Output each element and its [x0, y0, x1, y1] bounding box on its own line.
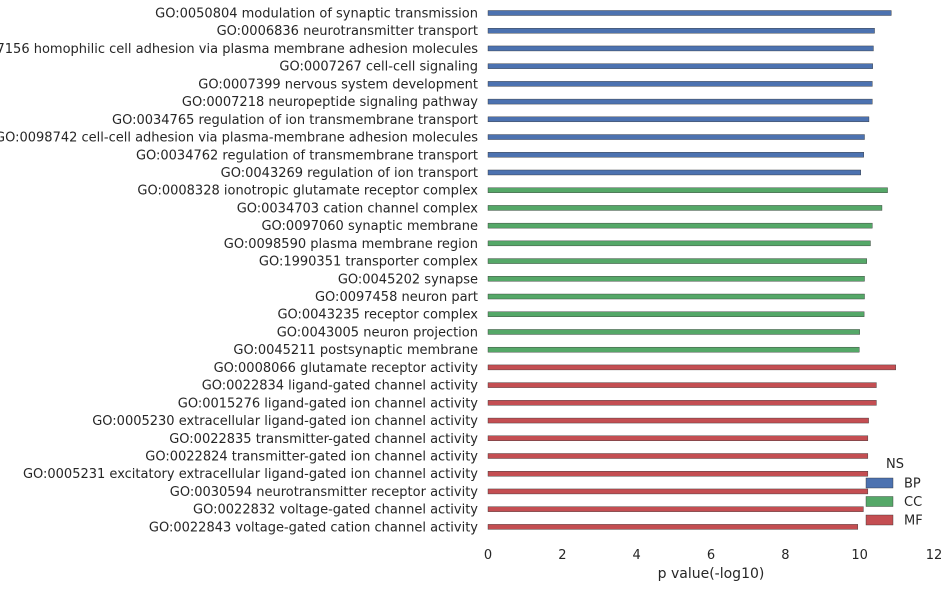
- bar-cc: [487, 276, 865, 282]
- bars-group: [487, 10, 896, 530]
- bar-cc: [487, 329, 860, 335]
- category-label: GO:0034765 regulation of ion transmembra…: [112, 113, 478, 128]
- bar-bp: [487, 45, 874, 52]
- bar-mf: [487, 364, 896, 371]
- legend-swatch-mf: [865, 514, 894, 526]
- bar-cc: [487, 240, 871, 247]
- legend-swatch-bp: [865, 477, 894, 489]
- x-tick-label: 0: [484, 548, 492, 563]
- bar-cc: [487, 187, 888, 193]
- category-label: GO:0098742 cell-cell adhesion via plasma…: [0, 131, 478, 146]
- category-label: GO:0006836 neurotransmitter transport: [217, 24, 478, 39]
- legend-title: NS: [886, 457, 904, 472]
- x-axis-label: p value(-log10): [658, 566, 765, 582]
- bar-bp: [487, 98, 873, 105]
- category-label: GO:0022832 voltage-gated channel activit…: [193, 503, 478, 518]
- bar-mf: [487, 506, 864, 512]
- bar-mf: [487, 471, 869, 477]
- bar-cc: [487, 293, 865, 300]
- x-tick-label: 12: [926, 548, 943, 563]
- bar-bp: [487, 63, 873, 69]
- category-label: GO:0097060 synaptic membrane: [261, 219, 478, 234]
- bar-cc: [487, 311, 865, 317]
- category-label: GO:0022834 ligand-gated channel activity: [202, 379, 479, 394]
- legend-swatch-cc: [865, 496, 894, 507]
- category-label: GO:0007218 neuropeptide signaling pathwa…: [182, 95, 478, 110]
- category-label: GO:0098590 plasma membrane region: [224, 237, 478, 252]
- x-ticks-group: 0 2 4 6 8 10 12: [484, 548, 942, 563]
- bar-bp: [487, 169, 861, 176]
- x-tick-label: 4: [633, 548, 641, 563]
- category-label: GO:0045211 postsynaptic membrane: [233, 343, 478, 358]
- bar-bp: [487, 10, 892, 16]
- category-label: GO:0015276 ligand-gated ion channel acti…: [178, 396, 479, 411]
- bar-cc: [487, 222, 873, 229]
- category-label: GO:0005231 excitatory extracellular liga…: [23, 467, 478, 482]
- category-label: GO:0045202 synapse: [338, 272, 478, 287]
- bar-mf: [487, 435, 869, 441]
- bar-bp: [487, 81, 873, 87]
- x-tick-label: 2: [558, 548, 566, 563]
- category-label: GO:0030594 neurotransmitter receptor act…: [170, 485, 479, 500]
- bar-bp: [487, 134, 865, 140]
- legend-label-bp: BP: [904, 477, 921, 492]
- category-label: GO:0043269 regulation of ion transport: [221, 166, 478, 181]
- category-label: GO:0043005 neuron projection: [277, 325, 478, 340]
- bar-mf: [487, 524, 859, 530]
- bar-bp: [487, 28, 875, 34]
- bar-bp: [487, 116, 870, 123]
- category-label: GO:0008066 glutamate receptor activity: [214, 361, 479, 376]
- bar-cc: [487, 258, 867, 264]
- bar-cc: [487, 346, 860, 353]
- bar-mf: [487, 488, 869, 495]
- category-label: GO:0005230 extracellular ligand-gated io…: [92, 414, 478, 429]
- bar-cc: [487, 205, 883, 211]
- category-label: GO:0034703 cation channel complex: [237, 201, 479, 216]
- category-label: GO:1990351 transporter complex: [259, 255, 478, 270]
- category-label: GO:0034762 regulation of transmembrane t…: [136, 148, 478, 163]
- bar-mf: [487, 382, 877, 388]
- category-label: GO:0050804 modulation of synaptic transm…: [155, 7, 478, 22]
- x-tick-label: 10: [851, 548, 868, 563]
- x-tick-label: 6: [707, 548, 715, 563]
- bar-mf: [487, 417, 869, 424]
- bar-mf: [487, 453, 869, 459]
- legend-label-mf: MF: [904, 514, 923, 529]
- category-label: GO:0097458 neuron part: [315, 290, 478, 305]
- legend-label-cc: CC: [904, 495, 922, 510]
- category-label: GO:0022835 transmitter-gated channel act…: [169, 432, 478, 447]
- x-tick-label: 8: [781, 548, 789, 563]
- category-label: GO:0007399 nervous system development: [198, 77, 478, 92]
- category-label: GO:0007156 homophilic cell adhesion via …: [0, 42, 478, 57]
- category-label: GO:0022843 voltage-gated cation channel …: [149, 520, 478, 535]
- category-label: GO:0022824 transmitter-gated ion channel…: [145, 450, 478, 465]
- category-label: GO:0043235 receptor complex: [277, 308, 478, 323]
- bar-bp: [487, 152, 864, 158]
- category-label: GO:0007267 cell-cell signaling: [279, 60, 478, 75]
- category-label: GO:0008328 ionotropic glutamate receptor…: [137, 184, 478, 199]
- bar-mf: [487, 400, 877, 406]
- category-labels-group: GO:0050804 modulation of synaptic transm…: [0, 7, 478, 536]
